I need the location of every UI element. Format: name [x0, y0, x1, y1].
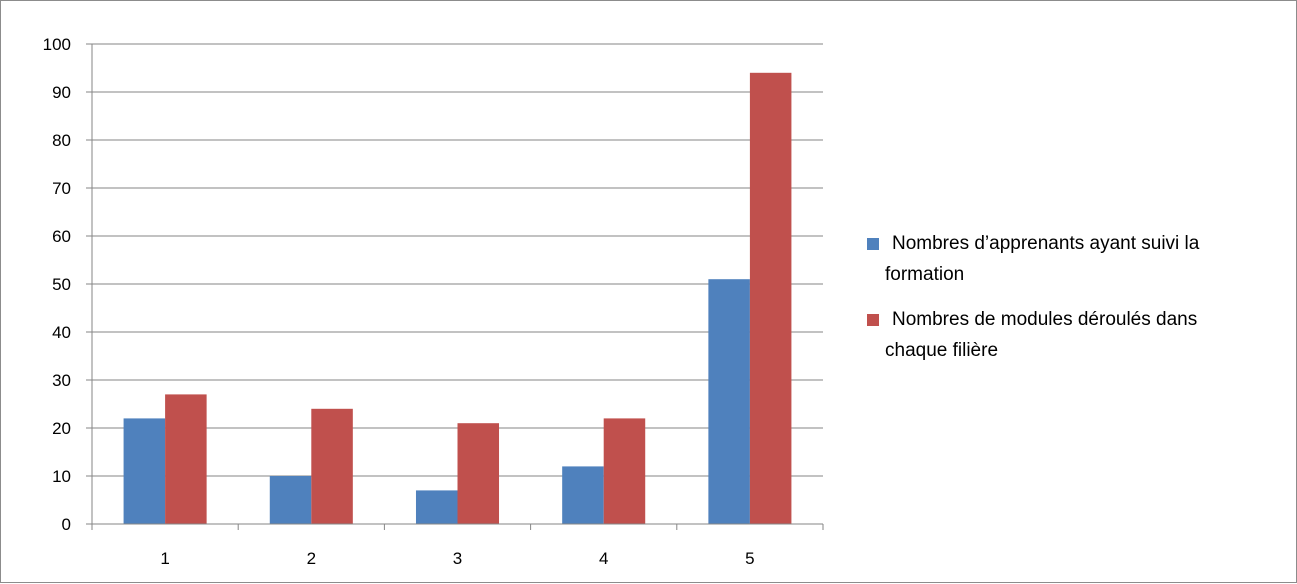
- x-tick-label: 2: [307, 549, 316, 568]
- bar-series-1-cat-5: [708, 279, 750, 524]
- y-tick-label: 60: [52, 227, 71, 246]
- bar-series-1-cat-1: [123, 418, 166, 524]
- y-tick-label: 10: [52, 467, 71, 486]
- legend-label-1: Nombres d’apprenants ayant suivi la forma…: [885, 233, 1200, 285]
- bar-series-2-cat-4: [603, 418, 646, 524]
- y-tick-label: 40: [52, 323, 71, 342]
- y-tick-label: 70: [52, 179, 71, 198]
- bar-series-1-cat-2: [269, 476, 312, 524]
- bar-series-2-cat-5: [749, 72, 792, 525]
- y-tick-label: 90: [52, 83, 71, 102]
- x-tick-label: 1: [160, 549, 169, 568]
- gridlines: [92, 43, 823, 477]
- y-tick-label: 80: [52, 131, 71, 150]
- y-tick-label: 0: [62, 515, 71, 534]
- legend-label-2: Nombres de modules déroulés dans chaque f…: [885, 309, 1197, 361]
- y-tick-label: 20: [52, 419, 71, 438]
- legend-swatch-1: [867, 238, 879, 250]
- bar-series-1-cat-4: [562, 466, 604, 524]
- bar-series-2-cat-1: [165, 394, 207, 524]
- axes: [86, 43, 824, 530]
- bar-series-2-cat-2: [311, 408, 353, 524]
- y-tick-label: 50: [52, 275, 71, 294]
- y-tick-label: 100: [43, 35, 71, 54]
- x-tick-label: 5: [745, 549, 754, 568]
- bar-series-2-cat-3: [457, 423, 500, 524]
- x-tick-label: 4: [599, 549, 608, 568]
- y-axis-tick-labels: 0 10 20 30 40 50 60 70 80 90 100: [43, 35, 71, 534]
- y-tick-label: 30: [52, 371, 71, 390]
- x-axis-tick-labels: 1 2 3 4 5: [160, 549, 754, 568]
- bars: [123, 72, 792, 525]
- legend-swatch-2: [867, 314, 879, 326]
- legend: Nombres d’apprenants ayant suivi la forma…: [867, 233, 1200, 361]
- x-tick-label: 3: [453, 549, 462, 568]
- bar-series-1-cat-3: [415, 490, 458, 524]
